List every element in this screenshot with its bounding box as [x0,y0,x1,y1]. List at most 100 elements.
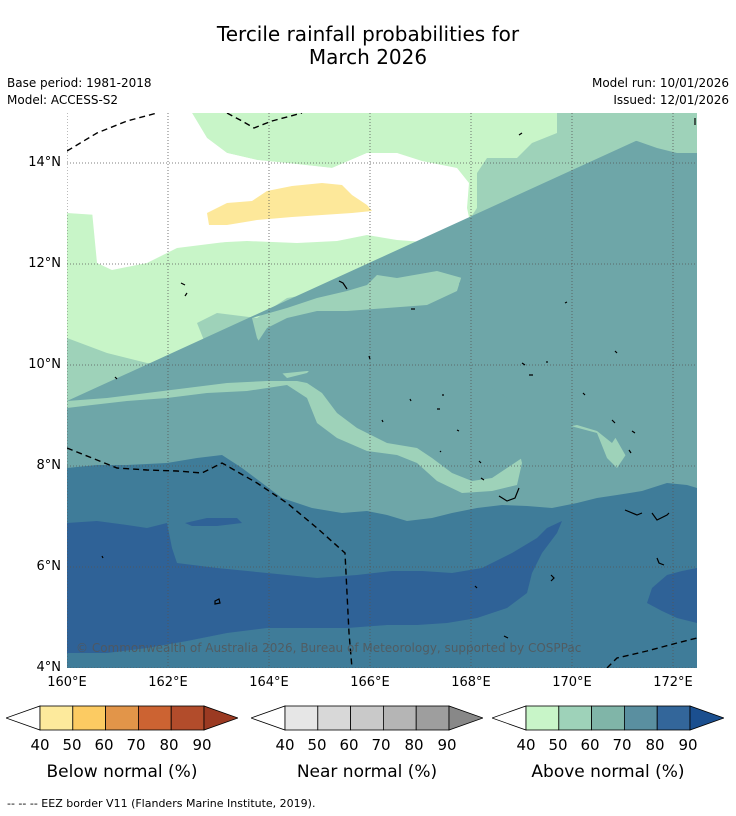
near-arrow-low [251,705,286,731]
island [478,460,485,481]
above-arrow-high [689,705,724,731]
region-above-70-central [257,271,607,413]
model-run-text: Model run: 10/01/2026 [591,76,729,90]
near-tick-80: 80 [404,736,424,754]
island [338,280,348,290]
lat-label-10: 10°N [28,357,61,372]
lon-label-164: 164°E [249,675,289,690]
near-tick-90: 90 [437,736,457,754]
island [214,598,221,605]
above-segment-3 [623,705,658,731]
island [503,635,509,639]
near-tick-60: 60 [339,736,359,754]
below-tick-80: 80 [159,736,179,754]
island [184,292,188,297]
map-title-line-2: March 2026 [308,45,428,69]
island [521,361,548,376]
below-tick-60: 60 [94,736,114,754]
below-tick-70: 70 [126,736,146,754]
island [611,419,636,454]
island [550,574,555,582]
lat-label-14: 14°N [28,155,61,170]
island [582,392,586,396]
island [474,585,478,589]
island [114,376,118,380]
island [381,419,460,453]
island [614,350,618,354]
below-normal-title: Below normal (%) [46,762,198,782]
probability-map [67,113,697,668]
above-tick-60: 60 [580,736,600,754]
island [656,557,665,566]
eez-border-northwest [67,113,158,152]
region-white-top [67,113,412,270]
island [101,555,104,559]
near-tick-70: 70 [371,736,391,754]
island [368,355,371,360]
above-tick-80: 80 [645,736,665,754]
colorbar-below-normal [6,705,238,731]
region-above-70-northeast [517,238,697,458]
below-tick-90: 90 [192,736,212,754]
lat-label-4: 4°N [36,660,62,675]
above-segment-0 [525,705,560,731]
eez-border-north [226,113,303,129]
below-segment-3 [137,705,172,731]
near-arrow-high [448,705,483,731]
below-segment-1 [72,705,107,731]
region-above-60-northeast [567,113,697,153]
eez-border-west [67,447,353,668]
above-arrow-low [492,705,527,731]
island [180,282,186,286]
region-above-70-north [532,173,697,243]
map-title-line-1: Tercile rainfall probabilities for [216,22,520,46]
below-tick-50: 50 [62,736,82,754]
above-tick-50: 50 [548,736,568,754]
below-segment-2 [105,705,139,731]
eez-border-southeast [606,637,697,668]
copyright-text: © Commonwealth of Australia 2026, Bureau… [76,641,582,655]
near-tick-50: 50 [307,736,327,754]
eez-borders [67,113,697,668]
near-segment-1 [317,705,352,731]
region-above-90 [67,521,562,653]
lon-label-162: 162°E [148,675,188,690]
lat-label-8: 8°N [36,458,62,473]
near-normal-title: Near normal (%) [296,762,438,782]
below-arrow-low [6,705,41,731]
region-above-90-east [647,568,697,623]
above-segment-2 [591,705,625,731]
near-tick-40: 40 [275,736,295,754]
model-text: Model: ACCESS-S2 [7,93,119,107]
lon-label-170: 170°E [552,675,592,690]
island [409,394,444,410]
island [498,487,520,502]
eez-footnote: -- -- -- EEZ border V11 (Flanders Marine… [7,797,316,810]
lat-label-6: 6°N [36,559,62,574]
lon-label-172: 172°E [653,675,693,690]
near-segment-3 [382,705,417,731]
base-period-text: Base period: 1981-2018 [7,76,152,90]
above-segment-4 [656,705,691,731]
island [518,132,523,136]
below-tick-40: 40 [30,736,50,754]
graticule [67,113,697,668]
lon-label-168: 168°E [451,675,491,690]
lat-label-12: 12°N [28,256,61,271]
region-above-90-streak [185,518,242,526]
island [564,301,568,304]
above-normal-title: Above normal (%) [531,762,685,782]
above-tick-70: 70 [612,736,632,754]
region-below-50 [207,183,372,225]
above-tick-90: 90 [678,736,698,754]
colorbar-above-normal [492,705,724,731]
lon-label-166: 166°E [350,675,390,690]
island [651,512,670,521]
colorbar-near-normal [251,705,483,731]
above-segment-1 [558,705,593,731]
island [624,509,643,516]
below-segment-0 [39,705,74,731]
near-segment-4 [415,705,450,731]
near-segment-0 [284,705,319,731]
near-segment-2 [350,705,384,731]
